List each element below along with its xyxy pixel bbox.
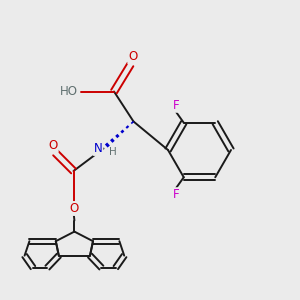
Text: N: N <box>94 142 103 155</box>
Text: HO: HO <box>59 85 77 98</box>
Text: O: O <box>70 202 79 215</box>
Text: H: H <box>109 147 116 157</box>
Text: F: F <box>173 188 180 201</box>
Text: O: O <box>128 50 137 64</box>
Text: O: O <box>49 139 58 152</box>
Text: F: F <box>173 99 180 112</box>
